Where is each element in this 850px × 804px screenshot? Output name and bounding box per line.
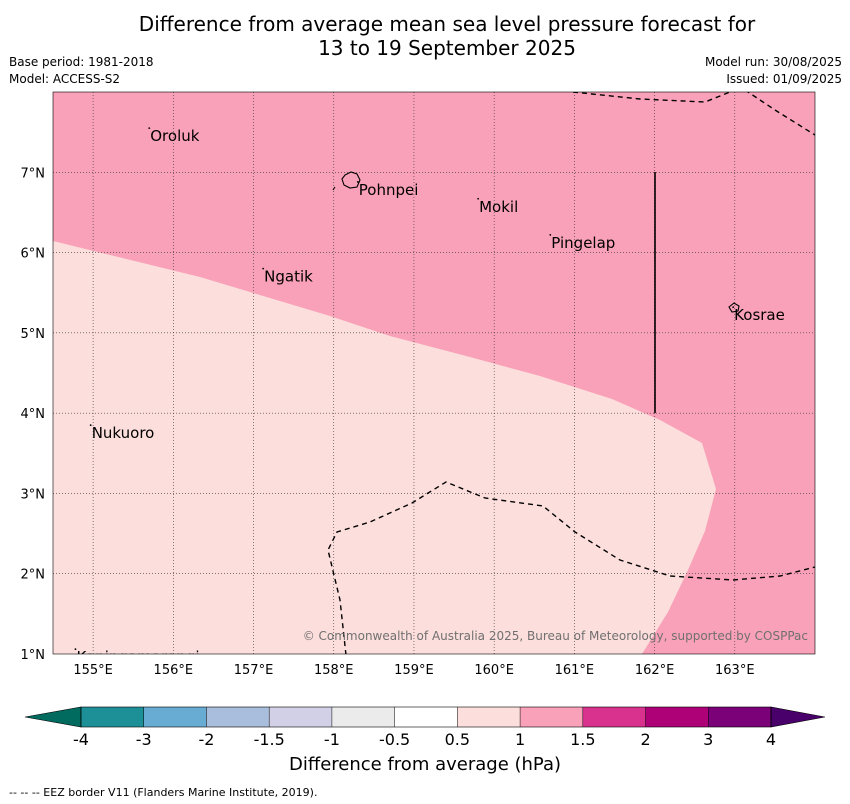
eez-border-northeast <box>746 92 815 136</box>
colorbar-tick-label: -1 <box>324 730 340 749</box>
colorbar-segment <box>269 707 332 727</box>
colorbar-tick-label: 0.5 <box>445 730 470 749</box>
place-marker <box>356 181 359 183</box>
lat-tick-label: 7°N <box>21 166 46 181</box>
lon-tick-label: 158°E <box>314 663 354 678</box>
place-marker <box>262 267 265 270</box>
longitude-tick-labels: 155°E 156°E 157°E 158°E 159°E 160°E 161°E 162°E… <box>73 663 754 678</box>
colorbar-segment <box>582 707 646 727</box>
colorbar-tick-label: 2 <box>640 730 650 749</box>
colorbar-segment <box>81 707 144 727</box>
place-label-oroluk: Oroluk <box>150 127 199 145</box>
colorbar-segment <box>645 707 709 727</box>
pohnpei-island-shape <box>341 171 361 189</box>
colorbar-segment <box>394 707 458 727</box>
model-info-left: Base period: 1981-2018 Model: ACCESS-S2 <box>9 54 154 88</box>
base-period-text: Base period: 1981-2018 <box>9 55 154 69</box>
colorbar-tick-label: 1.5 <box>570 730 595 749</box>
lon-tick-label: 155°E <box>73 663 113 678</box>
colorbar-tick-label: -3 <box>136 730 152 749</box>
lon-tick-label: 161°E <box>555 663 595 678</box>
lat-tick-label: 5°N <box>21 327 46 342</box>
colorbar-tick-label: 1 <box>515 730 525 749</box>
colorbar-tick-label: 3 <box>703 730 713 749</box>
colorbar-segment <box>206 707 270 727</box>
colorbar-label: Difference from average (hPa) <box>288 754 562 775</box>
islet-mark <box>332 186 336 191</box>
map-plot-area: Oroluk Pohnpei Mokil Pingelap Ngatik Kosrae Nu… <box>53 92 815 666</box>
map-title: Difference from average mean sea level p… <box>0 12 850 60</box>
lon-tick-label: 160°E <box>474 663 514 678</box>
eez-border-north <box>572 92 732 103</box>
eez-border <box>327 92 815 654</box>
colorbar: -4 -3 -2 -1.5 -1 -0.5 0.5 1 1.5 2 3 4 <box>24 706 826 749</box>
colorbar-segment <box>457 707 521 727</box>
map-frame <box>52 91 816 655</box>
model-text: Model: ACCESS-S2 <box>9 72 121 86</box>
colorbar-tick-label: -0.5 <box>379 730 410 749</box>
place-marker <box>549 234 552 236</box>
place-label-pohnpei: Pohnpei <box>359 181 419 199</box>
eez-border-south <box>327 481 815 654</box>
colorbar-min-extension <box>24 706 82 728</box>
place-label-pingelap: Pingelap <box>551 234 615 252</box>
model-info-right: Model run: 30/08/2025 Issued: 01/09/2025 <box>705 54 842 88</box>
model-run-text: Model run: 30/08/2025 <box>704 55 842 69</box>
title-line-1: Difference from average mean sea level p… <box>138 12 756 36</box>
colorbar-tick-label: 4 <box>766 730 776 749</box>
colorbar-segment <box>708 707 771 727</box>
place-labels: Oroluk Pohnpei Mokil Pingelap Ngatik Kosrae Nu… <box>74 127 785 666</box>
title-line-2: 13 to 19 September 2025 <box>318 36 576 60</box>
place-label-nukuoro: Nukuoro <box>92 424 155 442</box>
place-label-ngatik: Ngatik <box>264 268 313 286</box>
colorbar-tick-label: -2 <box>198 730 214 749</box>
lon-tick-label: 159°E <box>394 663 434 678</box>
copyright-text: © Commonwealth of Australia 2025, Bureau… <box>303 629 808 643</box>
lat-tick-label: 1°N <box>21 648 46 663</box>
latitude-tick-labels: 1°N 2°N 3°N 4°N 5°N 6°N 7°N <box>21 166 46 663</box>
kosrae-island-shape <box>728 302 740 313</box>
lon-tick-label: 156°E <box>154 663 194 678</box>
place-label-kosrae: Kosrae <box>734 306 785 324</box>
place-label-kapingamarangi: Kapingamarangi <box>76 648 199 666</box>
place-marker <box>732 306 735 309</box>
colorbar-tick-label: -4 <box>73 730 89 749</box>
place-marker <box>477 197 480 200</box>
lon-tick-label: 162°E <box>635 663 675 678</box>
islands <box>332 171 740 313</box>
lon-tick-label: 163°E <box>715 663 755 678</box>
lon-tick-label: 157°E <box>234 663 274 678</box>
lat-tick-label: 3°N <box>21 487 46 502</box>
colorbar-segment <box>520 707 583 727</box>
colorbar-tick-label: -1.5 <box>254 730 285 749</box>
place-label-mokil: Mokil <box>479 198 518 216</box>
place-marker <box>148 127 151 130</box>
lat-tick-label: 2°N <box>21 568 46 583</box>
place-marker <box>74 648 77 651</box>
colorbar-segment <box>331 707 395 727</box>
colorbar-segment <box>143 707 207 727</box>
lat-tick-label: 4°N <box>21 407 46 422</box>
lat-tick-label: 6°N <box>21 247 46 262</box>
eez-footnote: -- -- -- EEZ border V11 (Flanders Marine… <box>9 786 318 799</box>
anomaly-fill-0.5-to-1 <box>53 241 716 654</box>
issued-text: Issued: 01/09/2025 <box>726 72 842 86</box>
place-marker <box>89 424 92 427</box>
colorbar-max-extension <box>770 706 826 728</box>
